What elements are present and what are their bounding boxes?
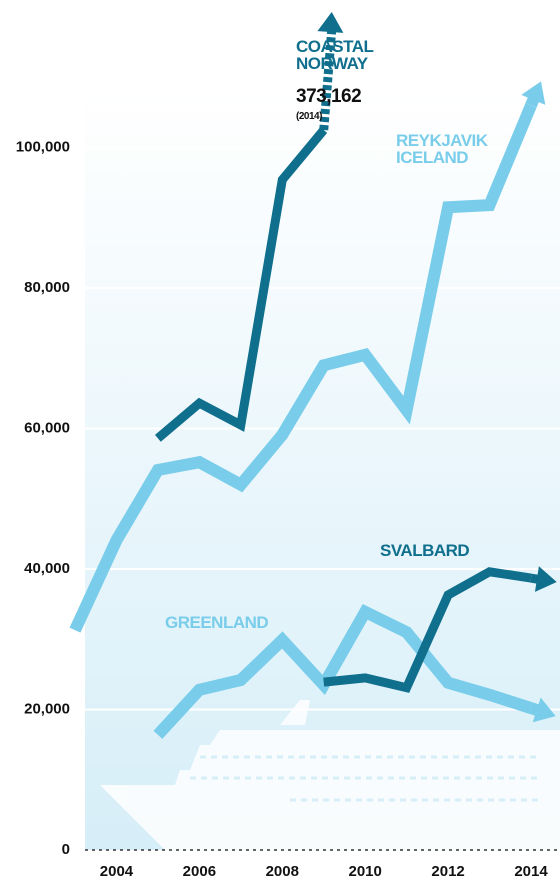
dashed-continuation xyxy=(319,29,337,131)
series-label: SVALBARD xyxy=(380,541,470,560)
x-tick-label: 2010 xyxy=(348,863,381,880)
arrowhead xyxy=(532,697,556,723)
series-line xyxy=(323,567,532,693)
series-label: GREENLAND xyxy=(165,613,269,632)
y-tick-label: 60,000 xyxy=(24,419,70,436)
y-tick-label: 80,000 xyxy=(24,279,70,296)
ship-windows xyxy=(190,755,540,802)
arrowhead xyxy=(317,12,344,33)
y-tick-label: 0 xyxy=(62,841,70,858)
x-tick-label: 2014 xyxy=(514,863,548,880)
annotation: 373,162 xyxy=(296,86,362,107)
y-tick-label: 20,000 xyxy=(24,700,70,717)
x-tick-label: 2006 xyxy=(183,863,216,880)
y-tick-label: 40,000 xyxy=(24,560,70,577)
y-tick-label: 100,000 xyxy=(16,138,70,155)
series-line xyxy=(154,127,328,442)
series-label: REYKJAVIK ICELAND xyxy=(396,131,488,167)
series-label: COASTAL NORWAY xyxy=(296,37,374,73)
x-tick-label: 2008 xyxy=(266,863,299,880)
annotation-note: (2014) xyxy=(296,111,322,122)
x-tick-label: 2004 xyxy=(100,863,134,880)
arrowhead xyxy=(521,81,546,105)
series-line xyxy=(153,604,533,739)
series-line xyxy=(69,103,537,633)
arrowhead xyxy=(534,566,557,592)
x-tick-label: 2012 xyxy=(431,863,464,880)
